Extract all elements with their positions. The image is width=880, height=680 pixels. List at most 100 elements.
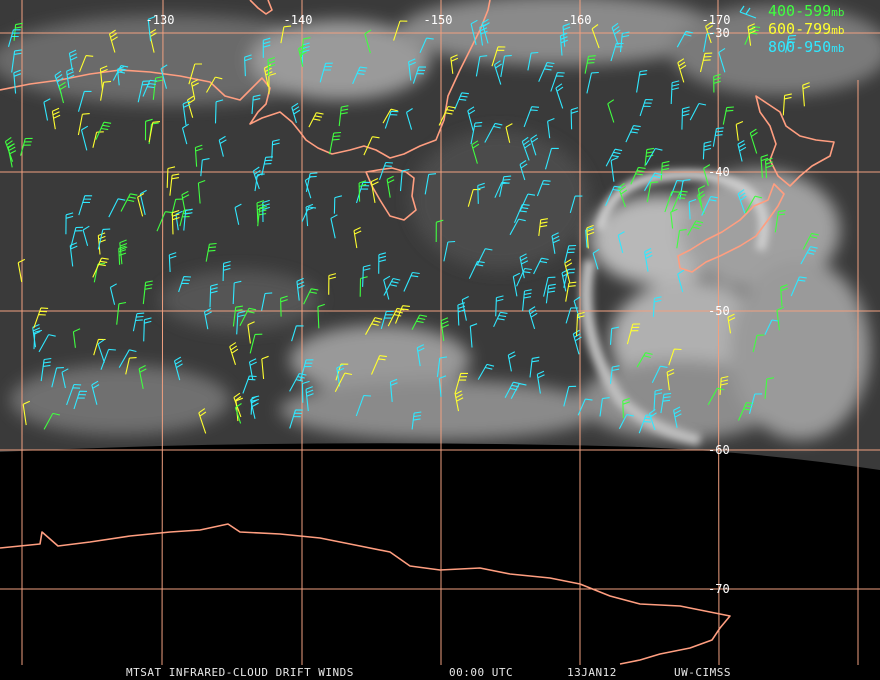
wind-barb [575, 311, 585, 337]
wind-barb [438, 105, 456, 126]
wind-barb [393, 20, 408, 41]
longitude-label: -170 [702, 13, 731, 27]
wind-barb [707, 387, 725, 406]
wind-barb [599, 397, 610, 417]
wind-barb [664, 191, 680, 213]
wind-barb [471, 140, 480, 164]
wind-barb [764, 377, 775, 399]
wind-barb [670, 80, 680, 105]
footer-product: MTSAT INFRARED-CLOUD DRIFT WINDS [126, 666, 354, 679]
wind-barb [364, 29, 372, 54]
wind-barb [33, 307, 49, 329]
wind-barb [66, 67, 75, 88]
wind-barb [17, 258, 26, 283]
wind-barb [565, 281, 577, 302]
wind-barb [688, 198, 697, 220]
coastline-new-zealand-south [677, 183, 785, 273]
wind-barb [251, 94, 261, 114]
wind-barb [80, 125, 89, 151]
wind-barb [760, 154, 769, 178]
wind-barb [493, 60, 502, 85]
wind-barb [652, 296, 662, 317]
wind-barb [206, 76, 223, 93]
wind-barb [355, 394, 372, 417]
wind-barb [752, 334, 765, 353]
wind-barb [454, 92, 469, 110]
wind-barb [592, 248, 600, 270]
wind-barb [97, 339, 105, 363]
wind-barb [411, 411, 422, 430]
wind-barb [256, 200, 265, 223]
wind-barb [263, 64, 273, 87]
wind-barb [250, 395, 259, 419]
wind-barb [533, 257, 549, 275]
coastline-gulf [249, 0, 273, 15]
wind-barb [607, 99, 615, 123]
wind-barb [305, 203, 314, 227]
coastline-antarctica [0, 523, 731, 665]
wind-barb [181, 190, 190, 213]
legend-range: 600-799 [768, 20, 831, 38]
wind-barb [261, 156, 273, 176]
wind-barb [378, 252, 387, 274]
wind-barb [774, 210, 786, 233]
wind-barb [510, 383, 527, 399]
wind-barb [500, 54, 512, 78]
wind-barb [536, 180, 551, 197]
wind-barb [232, 280, 242, 305]
wind-barb [301, 380, 310, 403]
wind-barb [645, 147, 663, 166]
wind-barb [477, 182, 485, 204]
longitude-label: -150 [424, 13, 453, 27]
wind-barb [70, 226, 84, 249]
wind-barb [40, 357, 52, 382]
wind-barb [77, 90, 92, 112]
wind-barb [160, 64, 168, 89]
wind-barb [559, 32, 568, 56]
wind-barb [648, 408, 657, 431]
wind-barb [20, 137, 33, 156]
wind-barb [289, 372, 307, 392]
wind-barb [186, 95, 195, 118]
wind-barb [329, 131, 342, 155]
wind-barb [389, 378, 398, 402]
wind-barb [681, 106, 690, 130]
wind-barbs [4, 16, 819, 434]
wind-barb [198, 408, 207, 434]
longitude-label: -140 [284, 13, 313, 27]
wind-barb [291, 102, 301, 124]
wind-barb [112, 64, 129, 81]
wind-barb [636, 352, 653, 368]
legend-unit: mb [831, 24, 844, 37]
wind-barb [95, 121, 112, 140]
wind-barb [749, 128, 758, 154]
wind-barb [586, 224, 595, 249]
wind-barb [538, 218, 548, 236]
wind-barb [737, 140, 747, 162]
cloud-band [580, 258, 702, 446]
wind-barb [280, 295, 288, 317]
wind-barb [660, 392, 672, 414]
graticule [0, 0, 880, 666]
wind-barb [13, 69, 22, 94]
wind-barb [689, 102, 707, 121]
wind-barb [358, 180, 367, 202]
wind-barb [249, 333, 263, 354]
wind-barb [156, 211, 173, 232]
wind-barb [72, 328, 81, 348]
wind-barb [646, 181, 659, 203]
wind-barb [171, 209, 180, 235]
wind-barb [467, 189, 481, 207]
wind-barb [519, 193, 536, 211]
wind-barb [261, 355, 269, 380]
wind-barb [394, 305, 410, 324]
wind-barb [182, 100, 191, 126]
wind-barb [509, 218, 526, 236]
coastline-tasmania [365, 167, 417, 221]
wind-barb [405, 108, 413, 130]
latitude-label: -60 [708, 443, 730, 457]
wind-barb [190, 79, 199, 100]
wind-barb [78, 55, 94, 73]
wind-barb [543, 276, 556, 297]
